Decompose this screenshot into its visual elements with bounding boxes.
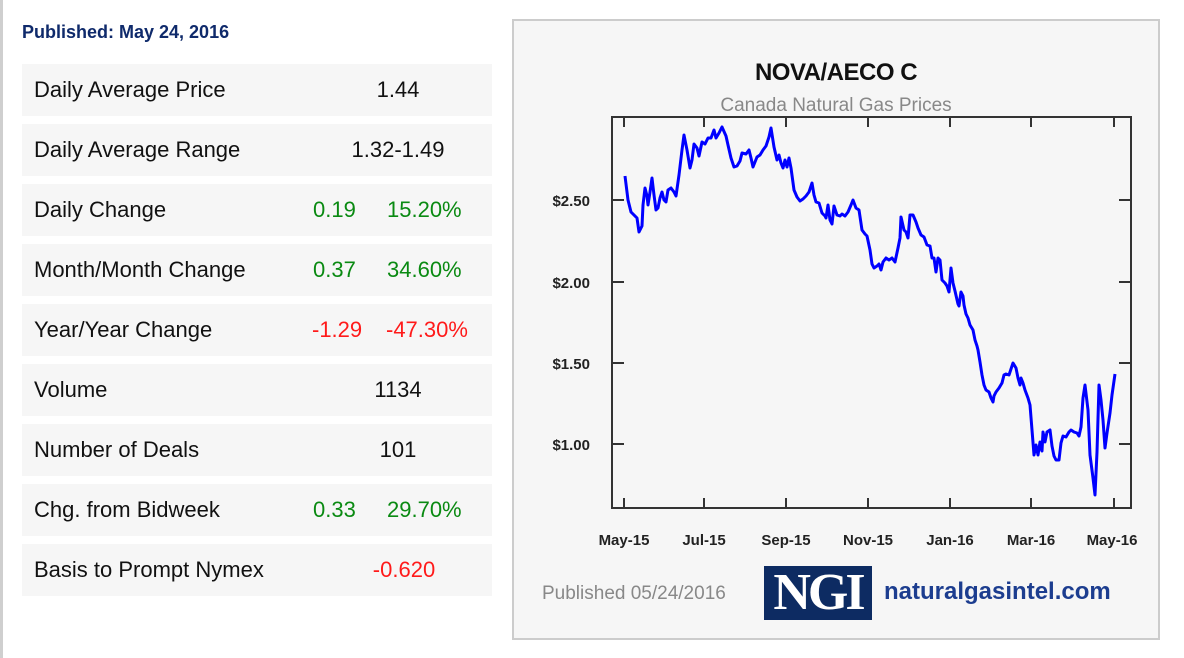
stat-label: Chg. from Bidweek bbox=[34, 497, 220, 522]
ngi-website-link[interactable]: naturalgasintel.com bbox=[884, 578, 1111, 605]
svg-text:$2.50: $2.50 bbox=[552, 193, 590, 210]
stat-row: Daily Change 0.19 15.20% bbox=[22, 184, 492, 236]
x-axis-labels: May-15 Jul-15 Sep-15 Nov-15 Jan-16 Mar-1… bbox=[599, 532, 1138, 549]
stat-value: 1134 bbox=[374, 377, 422, 402]
stat-value: -1.29 bbox=[312, 317, 363, 342]
stat-label: Daily Change bbox=[34, 197, 167, 222]
stat-label: Number of Deals bbox=[34, 437, 200, 462]
svg-text:May-16: May-16 bbox=[1087, 532, 1138, 549]
y-axis-labels: $2.50 $2.00 $1.50 $1.00 bbox=[552, 193, 590, 454]
stat-value: 1.32-1.49 bbox=[351, 137, 445, 162]
svg-text:Jan-16: Jan-16 bbox=[926, 532, 974, 549]
stat-value: 0.37 bbox=[313, 257, 356, 282]
price-chart-panel: NOVA/AECO C Canada Natural Gas Prices bbox=[512, 19, 1160, 640]
stat-value: 1.44 bbox=[376, 77, 420, 102]
svg-text:Nov-15: Nov-15 bbox=[843, 532, 893, 549]
stat-value: 0.33 bbox=[313, 497, 356, 522]
stat-percent-change: 34.60% bbox=[387, 257, 462, 282]
stat-label: Basis to Prompt Nymex bbox=[34, 557, 264, 582]
stat-row: Daily Average Price 1.44 bbox=[22, 64, 492, 116]
chart-subtitle: Canada Natural Gas Prices bbox=[720, 95, 952, 116]
stat-row: Year/Year Change -1.29 -47.30% bbox=[22, 304, 492, 356]
svg-text:$1.00: $1.00 bbox=[552, 437, 590, 454]
svg-text:$2.00: $2.00 bbox=[552, 275, 590, 292]
stat-row: Basis to Prompt Nymex -0.620 bbox=[22, 544, 492, 596]
svg-text:$1.50: $1.50 bbox=[552, 356, 590, 373]
stat-row: Month/Month Change 0.37 34.60% bbox=[22, 244, 492, 296]
stat-value: -0.620 bbox=[372, 557, 436, 582]
published-date-header: Published: May 24, 2016 bbox=[22, 22, 230, 42]
ngi-logo[interactable]: NGI bbox=[764, 566, 872, 620]
stat-percent-change: 15.20% bbox=[387, 197, 462, 222]
plot-frame bbox=[611, 116, 1132, 509]
svg-text:Jul-15: Jul-15 bbox=[682, 532, 725, 549]
svg-text:Sep-15: Sep-15 bbox=[761, 532, 810, 549]
price-stats-table: Daily Average Price 1.44 Daily Average Ran… bbox=[22, 64, 492, 604]
stat-row: Number of Deals 101 bbox=[22, 424, 492, 476]
stat-percent-change: -47.30% bbox=[386, 317, 468, 342]
chart-published-date: Published 05/24/2016 bbox=[542, 583, 726, 604]
svg-text:May-15: May-15 bbox=[599, 532, 650, 549]
stat-label: Daily Average Range bbox=[34, 137, 241, 162]
x-axis-ticks bbox=[623, 117, 1115, 508]
stat-percent-change: 29.70% bbox=[387, 497, 462, 522]
stat-label: Daily Average Price bbox=[34, 77, 226, 102]
svg-text:Mar-16: Mar-16 bbox=[1007, 532, 1055, 549]
stat-row: Volume 1134 bbox=[22, 364, 492, 416]
stat-value: 101 bbox=[379, 437, 417, 462]
price-series-line bbox=[623, 125, 1117, 497]
stat-row: Daily Average Range 1.32-1.49 bbox=[22, 124, 492, 176]
stat-value: 0.19 bbox=[313, 197, 356, 222]
stat-label: Year/Year Change bbox=[34, 317, 213, 342]
stat-label: Volume bbox=[34, 377, 108, 402]
y-axis-ticks bbox=[612, 199, 1131, 445]
stat-label: Month/Month Change bbox=[34, 257, 246, 282]
chart-title: NOVA/AECO C bbox=[754, 59, 918, 86]
stat-row: Chg. from Bidweek 0.33 29.70% bbox=[22, 484, 492, 536]
page-left-border bbox=[0, 0, 3, 658]
